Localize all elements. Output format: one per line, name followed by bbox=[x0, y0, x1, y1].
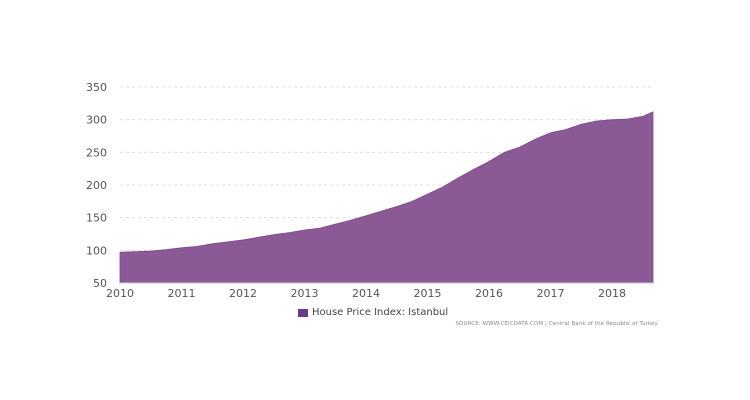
x-tick-label: 2017 bbox=[537, 287, 565, 300]
x-axis: 2010 2011 2012 2013 2014 2015 2016 2017 2018 bbox=[106, 282, 653, 300]
x-tick-label: 2012 bbox=[229, 287, 257, 300]
x-tick-label: 2015 bbox=[414, 287, 442, 300]
y-tick-label: 50 bbox=[93, 277, 107, 290]
x-tick-label: 2018 bbox=[598, 287, 626, 300]
x-tick-label: 2016 bbox=[475, 287, 503, 300]
x-tick-label: 2011 bbox=[168, 287, 196, 300]
x-tick-label: 2010 bbox=[106, 287, 134, 300]
y-tick-label: 150 bbox=[86, 212, 107, 225]
y-axis: 350 300 250 200 150 100 50 bbox=[86, 81, 107, 290]
x-tick-label: 2013 bbox=[291, 287, 319, 300]
series-area bbox=[119, 111, 654, 284]
y-tick-label: 250 bbox=[86, 146, 107, 159]
x-tick-label: 2014 bbox=[352, 287, 380, 300]
y-tick-label: 300 bbox=[86, 114, 107, 127]
legend: House Price Index: Istanbul bbox=[298, 307, 448, 318]
y-tick-label: 350 bbox=[86, 81, 107, 94]
legend-swatch bbox=[298, 308, 308, 317]
area-layer bbox=[119, 111, 654, 284]
legend-label: House Price Index: Istanbul bbox=[312, 307, 449, 318]
y-tick-label: 200 bbox=[86, 179, 107, 192]
y-tick-label: 100 bbox=[86, 244, 107, 257]
source-note: SOURCE: WWW.CEICDATA.COM | Central Bank … bbox=[455, 321, 658, 327]
